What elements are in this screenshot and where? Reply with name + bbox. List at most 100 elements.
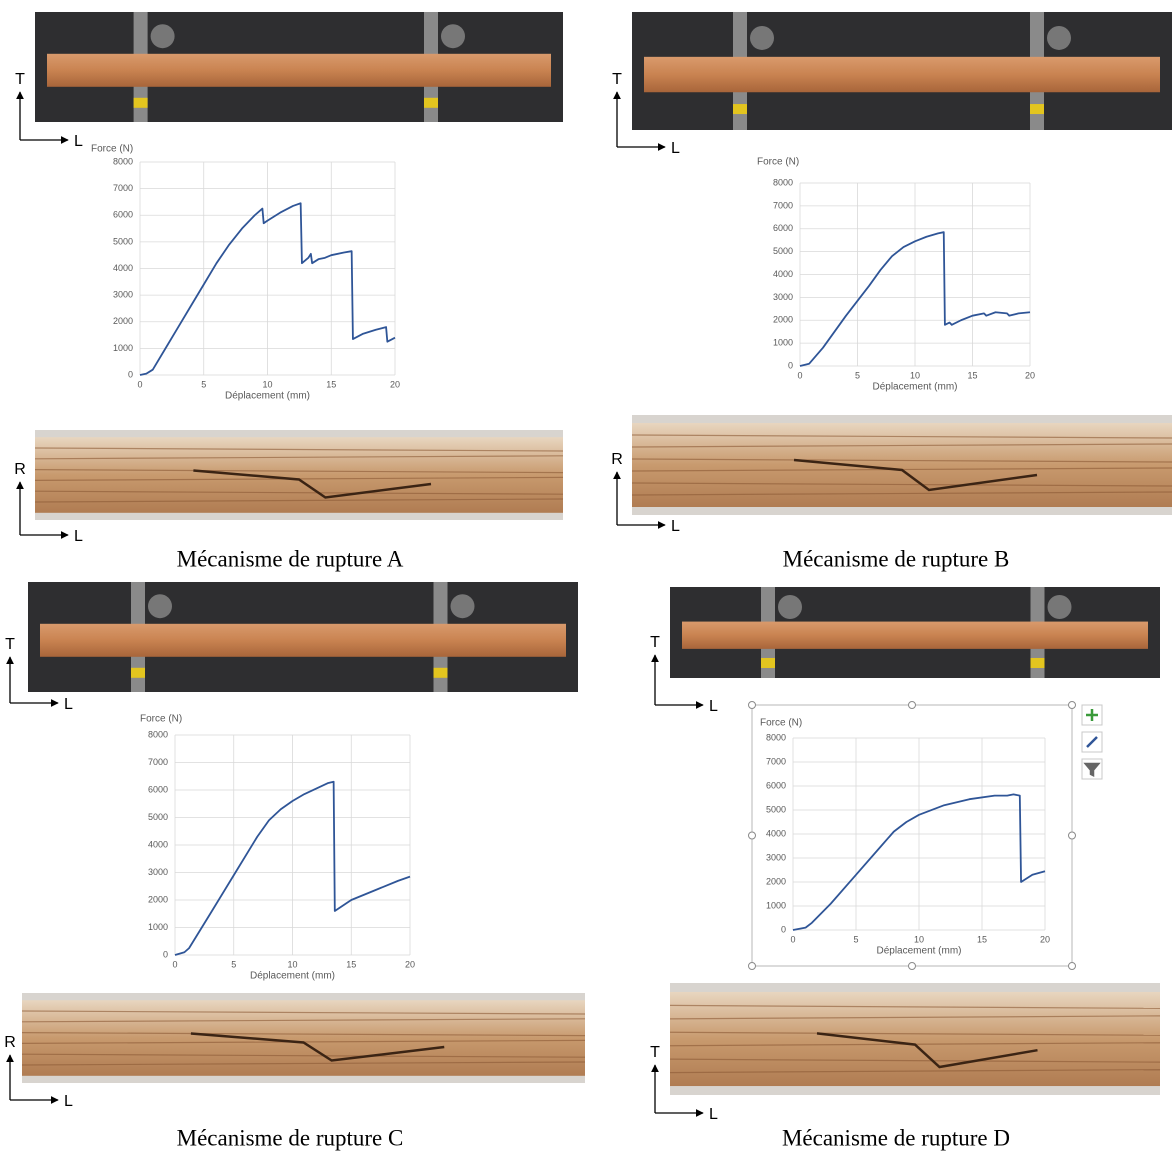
- crack: [193, 469, 432, 499]
- grain-line: [631, 458, 1172, 463]
- roller: [450, 594, 475, 619]
- x-tick-label: 5: [201, 379, 206, 389]
- axis-direction-label: L: [709, 1106, 718, 1123]
- grain-line: [21, 1061, 586, 1066]
- support-post: [1030, 657, 1045, 668]
- data-line: [799, 231, 1031, 367]
- y-tick-label: 5000: [148, 812, 168, 822]
- support-post: [433, 667, 448, 678]
- chart-tool-icon: [1083, 762, 1101, 778]
- chart-tool-icon: [1086, 709, 1098, 721]
- y-tick-label: 1000: [766, 900, 786, 910]
- grain-line: [669, 1058, 1161, 1063]
- y-tick-label: 6000: [113, 210, 133, 220]
- x-tick-label: 15: [977, 934, 987, 944]
- y-axis-title: Force (N): [757, 157, 799, 168]
- x-tick-label: 10: [914, 934, 924, 944]
- x-tick-label: 20: [1040, 934, 1050, 944]
- y-tick-label: 4000: [766, 828, 786, 838]
- axis-direction-label: T: [650, 634, 660, 651]
- roller: [441, 24, 465, 49]
- y-tick-label: 4000: [773, 269, 793, 279]
- grain-line: [21, 1018, 586, 1023]
- axis-direction-label: L: [74, 133, 83, 150]
- data-line: [174, 780, 411, 956]
- x-tick-label: 5: [853, 934, 858, 944]
- grain-line: [669, 1004, 1161, 1010]
- x-tick-label: 10: [287, 959, 297, 969]
- x-tick-label: 5: [855, 370, 860, 380]
- resize-handle: [748, 962, 756, 970]
- crack: [793, 458, 1038, 492]
- beam: [40, 623, 566, 657]
- x-tick-label: 15: [967, 370, 977, 380]
- y-axis-title: Force (N): [91, 144, 133, 155]
- beam: [682, 621, 1148, 649]
- y-tick-label: 2000: [766, 876, 786, 886]
- x-tick-label: 0: [172, 959, 177, 969]
- axis-direction-label: L: [709, 698, 718, 715]
- axis-direction-label: R: [14, 461, 26, 478]
- y-tick-label: 2000: [148, 894, 168, 904]
- resize-handle: [908, 962, 916, 970]
- roller: [750, 25, 774, 50]
- x-tick-label: 0: [137, 379, 142, 389]
- axis-direction-label: L: [74, 528, 83, 545]
- chart-tool-icon: [1086, 736, 1098, 748]
- support-post: [424, 97, 438, 108]
- resize-handle: [1068, 701, 1076, 709]
- beam: [47, 53, 551, 87]
- grain-line: [21, 1031, 586, 1037]
- y-tick-label: 6000: [773, 223, 793, 233]
- y-tick-label: 8000: [148, 729, 168, 739]
- support-post: [131, 667, 145, 678]
- x-tick-label: 15: [326, 379, 336, 389]
- axis-direction-label: T: [15, 71, 25, 88]
- x-tick-label: 10: [262, 379, 272, 389]
- caption: Mécanisme de rupture C: [177, 1125, 404, 1150]
- y-axis-title: Force (N): [140, 714, 182, 725]
- y-axis-title: Force (N): [760, 718, 802, 729]
- y-tick-label: 2000: [773, 315, 793, 325]
- y-tick-label: 7000: [766, 756, 786, 766]
- x-axis-title: Déplacement (mm): [250, 971, 335, 982]
- y-tick-label: 3000: [773, 292, 793, 302]
- x-tick-label: 0: [790, 934, 795, 944]
- grain-line: [34, 498, 564, 503]
- x-axis-title: Déplacement (mm): [876, 946, 961, 957]
- crack: [190, 1032, 445, 1062]
- axis-direction-label: L: [671, 518, 680, 535]
- x-axis-title: Déplacement (mm): [872, 382, 957, 393]
- resize-handle: [1068, 962, 1076, 970]
- data-line: [139, 202, 396, 376]
- grain-line: [631, 482, 1172, 487]
- y-tick-label: 0: [163, 949, 168, 959]
- y-tick-label: 7000: [148, 757, 168, 767]
- grain-line: [34, 490, 564, 495]
- x-tick-label: 5: [231, 959, 236, 969]
- x-axis-title: Déplacement (mm): [225, 391, 310, 402]
- axis-direction-label: T: [5, 636, 15, 653]
- y-tick-label: 7000: [773, 200, 793, 210]
- x-tick-label: 20: [390, 379, 400, 389]
- support-post: [1030, 104, 1044, 115]
- roller: [778, 595, 802, 620]
- x-tick-label: 10: [910, 370, 920, 380]
- y-tick-label: 3000: [113, 290, 133, 300]
- roller: [1047, 595, 1072, 620]
- x-tick-label: 0: [797, 370, 802, 380]
- resize-handle: [748, 831, 756, 840]
- grain-line: [34, 469, 564, 474]
- axis-direction-label: T: [612, 71, 622, 88]
- y-tick-label: 6000: [766, 780, 786, 790]
- y-tick-label: 0: [781, 924, 786, 934]
- x-tick-label: 20: [405, 959, 415, 969]
- resize-handle: [908, 701, 916, 709]
- grain-line: [631, 491, 1172, 496]
- axis-direction-label: T: [650, 1044, 660, 1061]
- y-tick-label: 5000: [766, 804, 786, 814]
- y-tick-label: 0: [128, 369, 133, 379]
- y-tick-label: 3000: [148, 867, 168, 877]
- y-tick-label: 6000: [148, 784, 168, 794]
- axis-direction-label: L: [64, 696, 73, 713]
